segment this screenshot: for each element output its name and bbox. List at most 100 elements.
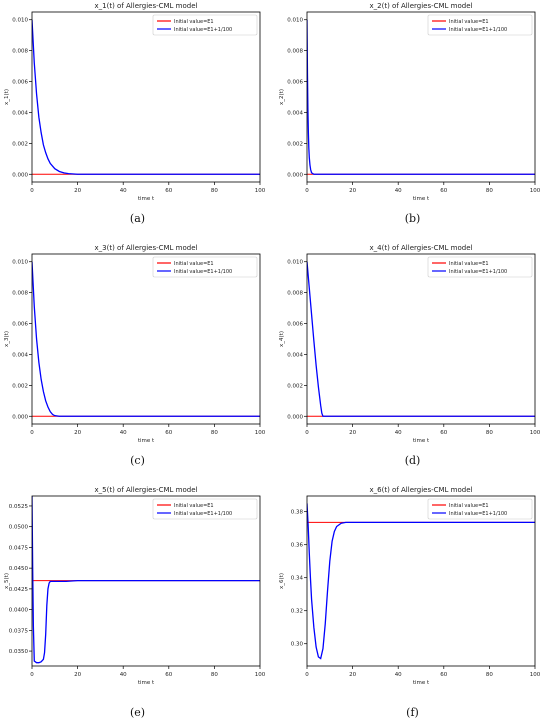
plot-area (307, 19, 535, 175)
legend-label-perturbed: Initial value=E1+1/100 (449, 269, 507, 275)
y-axis-label: x_1(t) (4, 89, 10, 105)
chart-c: x_3(t) of Allergies-CML model 0 20 40 60 80 10… (4, 244, 266, 444)
chart-panel-f: x_6(t) of Allergies-CML model 0 20 40 60 80 10… (275, 484, 550, 726)
y-tick-label: 0.002 (12, 141, 28, 147)
x-tick-label: 100 (255, 188, 266, 194)
x-tick-label: 100 (530, 672, 541, 678)
x-tick-label: 20 (74, 672, 81, 678)
y-tick-label: 0.32 (291, 609, 303, 615)
y-axis-label: x_3(t) (4, 331, 10, 347)
y-tick-label: 0.008 (287, 49, 303, 55)
legend-box (152, 256, 258, 278)
legend-box (152, 14, 258, 36)
x-tick-label: 60 (440, 430, 447, 436)
caption-c: (c) (130, 454, 145, 467)
legend: Initial value=E1 Initial value=E1+1/100 (152, 14, 258, 36)
y-tick-label: 0.0475 (9, 545, 29, 551)
y-tick-label: 0.0500 (9, 525, 29, 531)
chart-panel-b: x_2(t) of Allergies-CML model 0 20 40 60 80 10… (275, 0, 550, 242)
legend-label-perturbed: Initial value=E1+1/100 (449, 511, 507, 517)
x-tick-label: 40 (395, 430, 402, 436)
x-tick-label: 80 (486, 672, 493, 678)
x-axis-label: time t (413, 680, 430, 686)
plot-frame (306, 253, 536, 425)
plot-frame (306, 495, 536, 667)
plot-area (307, 503, 535, 660)
y-tick-label: 0.010 (287, 18, 303, 24)
y-tick-label: 0.004 (12, 352, 28, 358)
chart-title: x_5(t) of Allergies-CML model (95, 486, 198, 494)
x-tick-label: 40 (120, 188, 127, 194)
caption-b: (b) (404, 212, 421, 225)
x-tick-label: 20 (74, 430, 81, 436)
y-axis-label: x_2(t) (279, 89, 285, 105)
x-tick-label: 100 (530, 188, 541, 194)
x-tick-label: 0 (30, 430, 34, 436)
x-axis-label: time t (138, 196, 155, 202)
x-tick-label: 0 (305, 188, 309, 194)
caption-a: (a) (129, 212, 146, 225)
y-tick-label: 0.000 (12, 172, 28, 178)
legend: Initial value=E1 Initial value=E1+1/100 (427, 256, 533, 278)
chart-title: x_1(t) of Allergies-CML model (95, 2, 198, 10)
y-tick-label: 0.0425 (9, 587, 29, 593)
y-tick-label: 0.000 (12, 414, 28, 420)
series-line-perturbed (32, 261, 260, 417)
y-tick-label: 0.004 (287, 110, 303, 116)
x-tick-label: 60 (165, 188, 172, 194)
legend: Initial value=E1 Initial value=E1+1/100 (152, 256, 258, 278)
chart-title: x_6(t) of Allergies-CML model (370, 486, 473, 494)
y-tick-label: 0.004 (287, 352, 303, 358)
y-tick-label: 0.38 (291, 510, 304, 516)
y-tick-label: 0.004 (12, 110, 28, 116)
x-tick-label: 60 (440, 672, 447, 678)
x-axis-label: time t (138, 680, 155, 686)
legend-label-e1: Initial value=E1 (449, 261, 489, 267)
series-line-perturbed (32, 496, 260, 664)
legend-label-perturbed: Initial value=E1+1/100 (174, 27, 232, 33)
legend-label-e1: Initial value=E1 (174, 261, 214, 267)
x-axis-label: time t (413, 438, 430, 444)
x-tick-label: 60 (165, 430, 172, 436)
legend-box (427, 14, 533, 36)
legend: Initial value=E1 Initial value=E1+1/100 (152, 498, 258, 520)
x-tick-label: 60 (165, 672, 172, 678)
caption-f: (f) (406, 706, 419, 719)
y-axis-label: x_6(t) (279, 573, 285, 589)
plot-frame (31, 495, 261, 667)
legend-label-perturbed: Initial value=E1+1/100 (449, 27, 507, 33)
legend-label-perturbed: Initial value=E1+1/100 (174, 269, 232, 275)
y-tick-label: 0.006 (12, 322, 28, 328)
chart-panel-a: x_1(t) of Allergies-CML model 0 20 40 60 80 10… (0, 0, 275, 242)
plot-frame (31, 253, 261, 425)
x-tick-label: 80 (486, 430, 493, 436)
x-axis-label: time t (413, 196, 430, 202)
plot-area (32, 261, 260, 417)
legend-box (427, 498, 533, 520)
y-tick-label: 0.0375 (9, 628, 29, 634)
x-tick-label: 20 (74, 188, 81, 194)
chart-e: x_5(t) of Allergies-CML model 0 20 40 60 80 10… (4, 486, 266, 686)
chart-title: x_4(t) of Allergies-CML model (370, 244, 473, 252)
plot-area (32, 19, 260, 175)
legend-label-e1: Initial value=E1 (174, 19, 214, 25)
caption-d: (d) (404, 454, 421, 467)
x-tick-label: 100 (255, 672, 266, 678)
y-tick-label: 0.002 (287, 383, 303, 389)
chart-panel-c: x_3(t) of Allergies-CML model 0 20 40 60 80 10… (0, 242, 275, 484)
chart-f: x_6(t) of Allergies-CML model 0 20 40 60 80 10… (279, 486, 541, 686)
x-tick-label: 80 (211, 188, 218, 194)
chart-panel-e: x_5(t) of Allergies-CML model 0 20 40 60 80 10… (0, 484, 275, 726)
series-line-perturbed (307, 261, 535, 417)
chart-title: x_3(t) of Allergies-CML model (95, 244, 198, 252)
series-line-perturbed (32, 19, 260, 175)
x-tick-label: 20 (349, 672, 356, 678)
chart-panel-d: x_4(t) of Allergies-CML model 0 20 40 60 80 10… (275, 242, 550, 484)
caption-e: (e) (129, 706, 146, 719)
series-line-perturbed (307, 503, 535, 660)
legend-label-e1: Initial value=E1 (449, 503, 489, 509)
x-tick-label: 20 (349, 430, 356, 436)
y-tick-label: 0.010 (12, 260, 28, 266)
plot-frame (31, 11, 261, 183)
x-tick-label: 100 (255, 430, 266, 436)
